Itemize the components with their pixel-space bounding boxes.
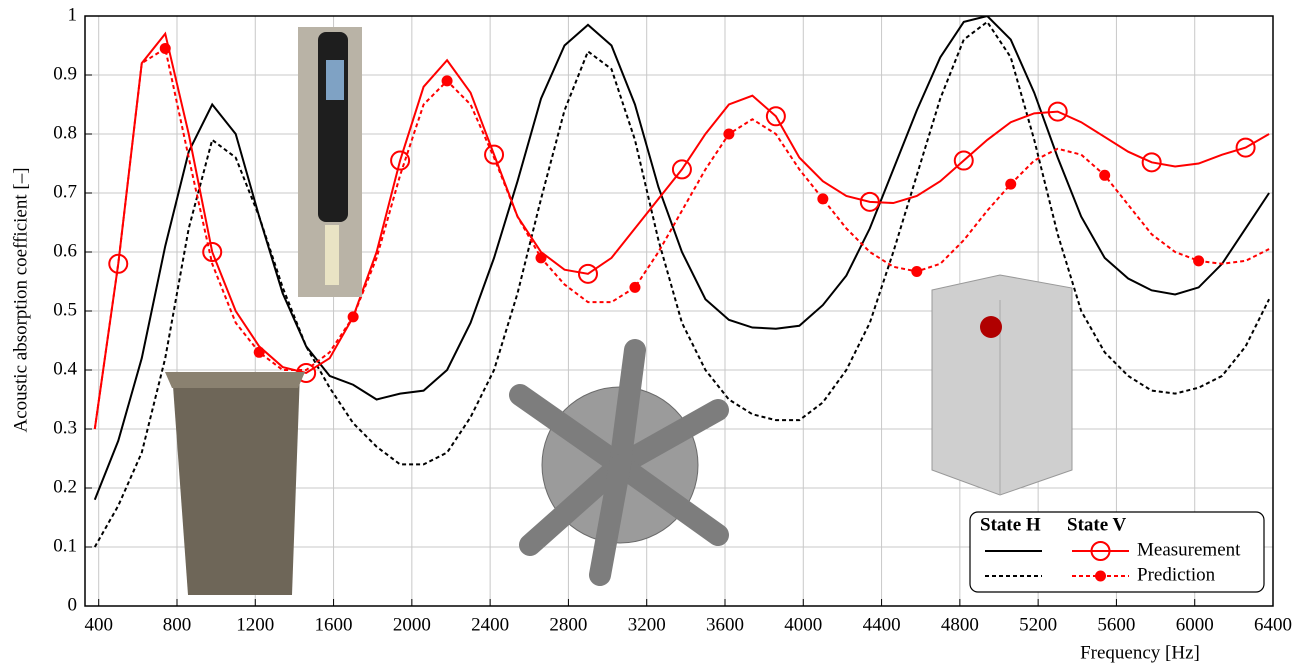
marker [441,75,453,87]
series-line [93,31,1270,430]
marker [629,281,641,293]
y-tick-label: 0.9 [53,63,77,84]
marker [1005,178,1017,190]
y-tick-label: 0.7 [53,181,77,202]
marker [202,242,223,262]
marker [347,311,359,323]
series-line [93,46,1270,430]
marker [1235,137,1256,158]
marker [535,252,547,264]
photo-foam-sample [165,372,305,595]
x-axis-label: Frequency [Hz] [1080,642,1200,663]
marker [1047,101,1068,122]
legend-header: State H [980,514,1041,535]
marker [671,159,692,180]
x-tick-label: 800 [163,614,192,635]
marker [484,144,505,165]
x-tick-label: 2800 [549,614,587,635]
photo-tube [298,27,362,297]
marker [723,128,735,140]
y-tick-label: 1 [68,4,78,25]
marker [1099,169,1111,181]
marker [953,150,974,171]
y-tick-label: 0.4 [53,358,77,379]
x-tick-label: 4800 [941,614,979,635]
x-tick-label: 3200 [628,614,666,635]
x-tick-label: 400 [84,614,113,635]
mesh-block [931,274,1073,496]
marker [159,42,171,54]
marker [911,265,923,277]
marker [108,253,129,274]
x-tick-label: 5200 [1019,614,1057,635]
y-tick-label: 0.8 [53,122,77,143]
marker [253,346,265,358]
y-tick-label: 0.5 [53,299,77,320]
y-tick-label: 0.1 [53,535,77,556]
x-tick-label: 4400 [863,614,901,635]
marker [1141,152,1162,173]
marker [817,193,829,205]
y-tick-label: 0.2 [53,476,77,497]
x-tick-label: 4000 [784,614,822,635]
marker [1193,255,1205,267]
mesh-sphere [509,339,729,586]
series-line [93,16,1270,501]
x-tick-label: 2000 [393,614,431,635]
legend: State H State V Measurement Prediction [969,511,1265,593]
x-tick-label: 2400 [471,614,509,635]
legend-label: Prediction [1137,564,1216,585]
legend-header: State V [1067,514,1127,535]
marker [1095,570,1106,582]
y-tick-label: 0.6 [53,240,77,261]
x-tick-label: 6400 [1254,614,1292,635]
marker [390,150,411,171]
y-axis-label: Acoustic absorption coefficient [–] [10,167,31,432]
x-tick-label: 1600 [315,614,353,635]
x-tick-label: 6000 [1176,614,1214,635]
y-tick-label: 0.3 [53,417,77,438]
x-tick-label: 1200 [236,614,274,635]
legend-label: Measurement [1137,539,1241,560]
plot-area [93,16,1270,548]
marker [577,263,598,284]
marker [765,106,786,127]
marker [1090,541,1111,561]
x-tick-label: 3600 [706,614,744,635]
y-tick-label: 0 [68,594,78,615]
x-tick-label: 5600 [1097,614,1135,635]
marker [859,191,880,212]
